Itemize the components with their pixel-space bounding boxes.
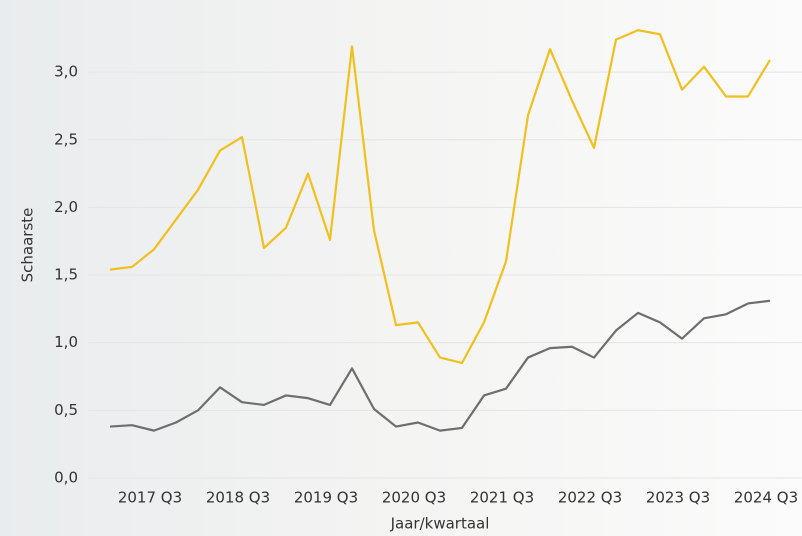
y-tick-label: 3,0 — [54, 63, 78, 81]
x-tick-label: 2021 Q3 — [470, 489, 534, 507]
y-tick-label: 2,5 — [54, 130, 78, 148]
y-axis-label: Schaarste — [19, 208, 37, 283]
x-tick-label: 2023 Q3 — [646, 489, 710, 507]
x-tick-label: 2017 Q3 — [118, 489, 182, 507]
x-tick-label: 2019 Q3 — [294, 489, 358, 507]
y-tick-label: 2,0 — [54, 198, 78, 216]
y-tick-label: 0,0 — [54, 468, 78, 486]
y-tick-label: 1,5 — [54, 266, 78, 284]
series-line — [109, 29, 771, 365]
x-tick-label: 2022 Q3 — [558, 489, 622, 507]
series-line — [109, 299, 771, 432]
x-tick-label: 2020 Q3 — [382, 489, 446, 507]
y-tick-label: 1,0 — [54, 333, 78, 351]
x-tick-label: 2024 Q3 — [734, 489, 798, 507]
x-axis-label: Jaar/kwartaal — [390, 515, 490, 533]
y-tick-label: 0,5 — [54, 401, 78, 419]
x-tick-label: 2018 Q3 — [206, 489, 270, 507]
